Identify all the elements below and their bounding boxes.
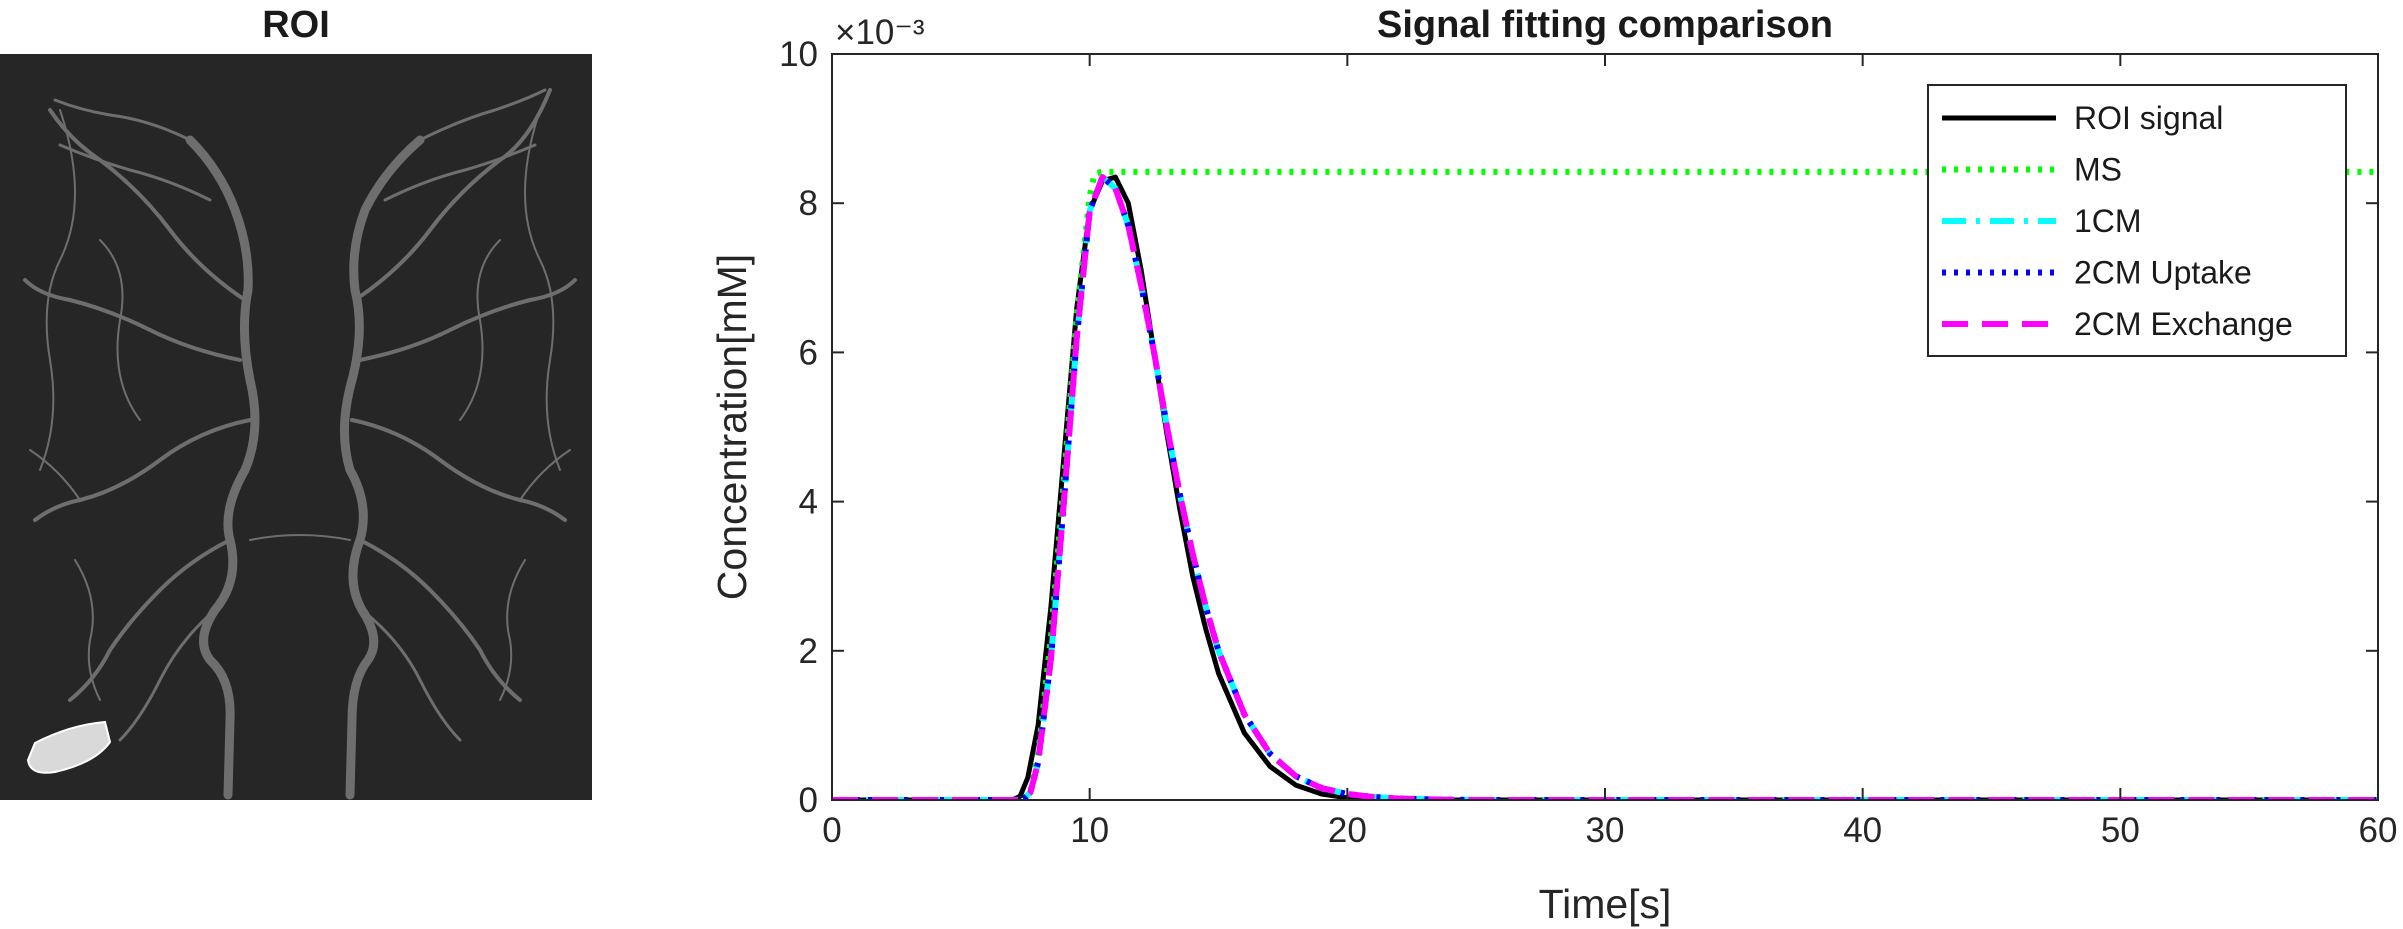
roi-title: ROI [262, 4, 330, 46]
vessel-tree [23, 88, 577, 800]
x-tick-label: 40 [1843, 811, 1882, 850]
series-line-roi-signal [832, 174, 2378, 800]
roi-image [0, 54, 592, 800]
y-tick-label: 4 [799, 483, 818, 522]
x-tick-label: 10 [1070, 811, 1109, 850]
ticks-layer: 0 10 20 30 40 50 60 0 2 4 6 8 10 [779, 35, 2397, 850]
x-axis-label: Time[s] [1539, 881, 1672, 927]
y-axis-label: Concentration[mM] [709, 254, 755, 600]
y-tick-label: 8 [799, 184, 818, 223]
y-tick-label: 2 [799, 632, 818, 671]
legend-label: MS [2074, 152, 2122, 188]
legend-label: 1CM [2074, 203, 2142, 239]
legend-label: 2CM Uptake [2074, 255, 2252, 291]
y-tick-label: 10 [779, 35, 818, 74]
x-tick-label: 50 [2101, 811, 2140, 850]
chart: 0 10 20 30 40 50 60 0 2 4 6 8 10 Signal fitting comp… [709, 4, 2397, 927]
series-layer [832, 168, 2378, 800]
legend: ROI signal MS 1CM 2CM Uptake 2CM Exchange [1927, 84, 2347, 357]
roi-region [26, 720, 112, 774]
x-tick-label: 0 [822, 811, 841, 850]
y-tick-label: 0 [799, 781, 818, 820]
y-tick-label: 6 [799, 333, 818, 372]
x-tick-label: 30 [1586, 811, 1625, 850]
x-tick-label: 60 [2359, 811, 2398, 850]
chart-title: Signal fitting comparison [1377, 4, 1833, 46]
legend-label: ROI signal [2074, 100, 2223, 136]
y-multiplier: ×10⁻³ [835, 13, 925, 52]
x-tick-label: 20 [1328, 811, 1367, 850]
series-line-2cm-exchange [832, 174, 2378, 800]
legend-label: 2CM Exchange [2074, 306, 2293, 342]
roi-image-background [0, 54, 592, 800]
